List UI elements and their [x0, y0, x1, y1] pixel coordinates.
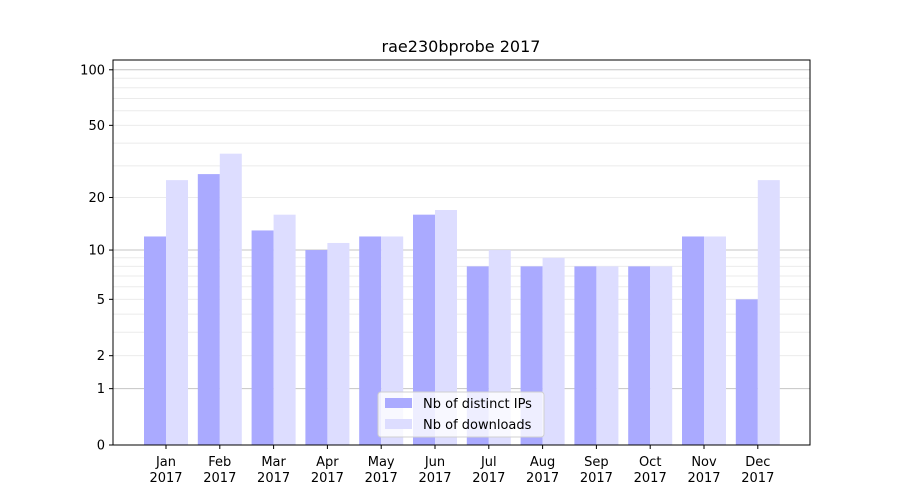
bar-downloads [327, 242, 350, 445]
chart-title: rae230bprobe 2017 [382, 37, 541, 56]
legend-box [377, 391, 545, 438]
legend: Nb of distinct IPs Nb of downloads [377, 391, 545, 438]
x-tick-label-line: Dec [745, 455, 770, 470]
x-tick-label: Sep 2017 [580, 455, 613, 486]
bar-distinct-ips [735, 299, 758, 445]
bar-downloads [435, 210, 457, 445]
bar-downloads [650, 266, 673, 445]
x-tick-label-line: Nov [691, 455, 717, 470]
y-tick-label: 10 [88, 244, 105, 259]
bar-distinct-ips [682, 236, 704, 445]
x-tick-label-line: 2017 [311, 471, 344, 486]
bar-downloads [542, 257, 565, 445]
y-tick-label: 50 [88, 119, 105, 134]
x-tick-label-line: 2017 [365, 471, 398, 486]
bar-distinct-ips [144, 236, 166, 445]
x-tick-label-line: Jun [424, 455, 445, 470]
x-tick-label-line: Sep [584, 455, 609, 470]
x-tick-label: Feb 2017 [203, 455, 236, 486]
x-tick-label-line: 2017 [203, 471, 236, 486]
y-tick-label: 20 [88, 191, 105, 206]
x-tick-label-line: Apr [316, 455, 339, 470]
x-tick-label-line: 2017 [418, 471, 451, 486]
bar-distinct-ips [305, 250, 328, 445]
y-tick-label: 5 [97, 293, 105, 308]
x-tick-label: Aug 2017 [526, 455, 559, 486]
x-tick-label-line: 2017 [634, 471, 667, 486]
bar-downloads [166, 180, 188, 445]
y-tick-label: 2 [97, 349, 105, 364]
y-tick-label: 0 [97, 439, 105, 454]
bar-distinct-ips [251, 230, 274, 445]
x-tick-label-line: 2017 [149, 471, 182, 486]
x-tick-label-line: 2017 [472, 471, 505, 486]
bar-downloads [704, 236, 726, 445]
bar-distinct-ips [574, 266, 597, 445]
bar-distinct-ips [413, 214, 435, 445]
x-tick-label-line: 2017 [526, 471, 559, 486]
bar-downloads [219, 153, 242, 446]
x-tick-label-line: 2017 [257, 471, 290, 486]
x-tick-label: Jan 2017 [149, 455, 182, 486]
bar-downloads [596, 266, 619, 445]
x-tick-label: Jul 2017 [472, 455, 505, 486]
bar-distinct-ips [628, 266, 651, 445]
x-tick-label-line: Jan [155, 455, 176, 470]
x-tick-label-line: Mar [261, 455, 286, 470]
x-tick-label-line: 2017 [687, 471, 720, 486]
x-tick-label-line: Jul [480, 455, 497, 470]
x-tick-label: Nov 2017 [687, 455, 720, 486]
bar-downloads [273, 214, 296, 445]
x-tick-label-line: Feb [208, 455, 231, 470]
x-tick-label: Oct 2017 [634, 455, 667, 486]
x-tick-label: Dec 2017 [741, 455, 774, 486]
x-tick-label: Mar 2017 [257, 455, 290, 486]
x-tick-label: Apr 2017 [311, 455, 344, 486]
x-tick-label-line: Oct [639, 455, 661, 470]
legend-label: Nb of downloads [423, 418, 532, 433]
plot-frame [112, 59, 811, 446]
bar-distinct-ips [197, 174, 220, 445]
legend-swatch [385, 398, 412, 408]
y-tick-label: 100 [80, 63, 105, 78]
legend-swatch [385, 419, 412, 429]
y-tick-label: 1 [97, 382, 105, 397]
x-tick-label-line: 2017 [580, 471, 613, 486]
x-tick-label-line: May [368, 455, 395, 470]
bar-downloads [757, 180, 780, 445]
x-tick-label: Jun 2017 [418, 455, 451, 486]
x-tick-label-line: 2017 [741, 471, 774, 486]
x-tick-label-line: Aug [530, 455, 555, 470]
legend-label: Nb of distinct IPs [423, 397, 532, 412]
x-tick-label: May 2017 [365, 455, 398, 486]
bar-distinct-ips [359, 236, 382, 445]
